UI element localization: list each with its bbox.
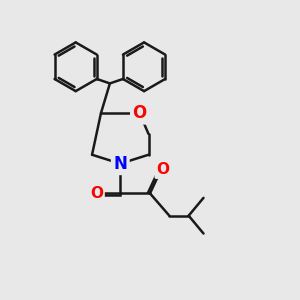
Text: O: O — [90, 186, 103, 201]
Text: O: O — [156, 162, 169, 177]
Text: O: O — [133, 104, 147, 122]
Text: N: N — [113, 155, 127, 173]
